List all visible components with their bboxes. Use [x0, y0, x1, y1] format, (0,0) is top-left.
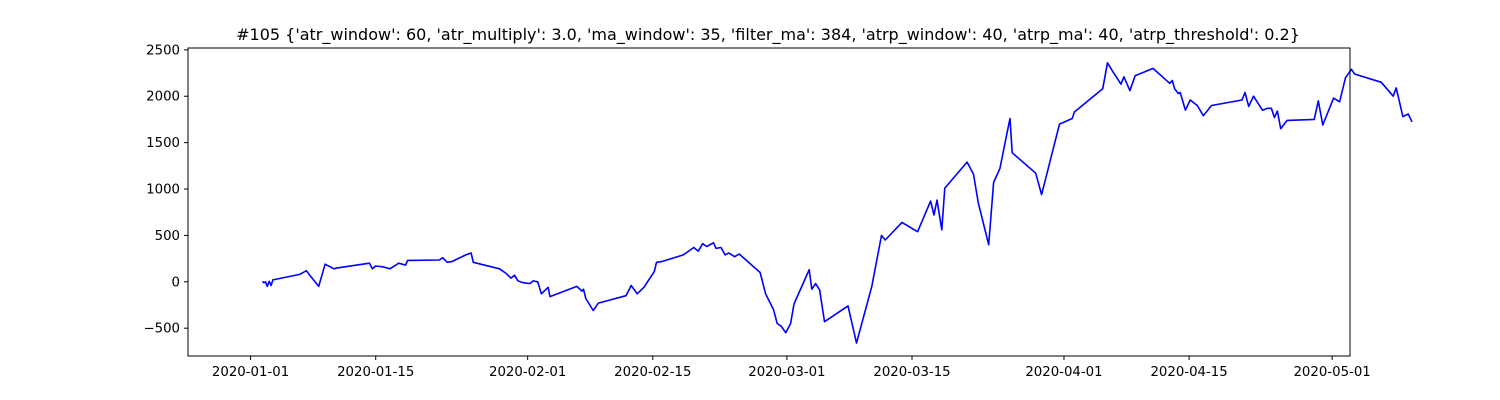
- y-tick-label: −500: [143, 322, 180, 337]
- x-tick-label: 2020-01-01: [212, 365, 289, 380]
- x-tick-label: 2020-04-01: [1025, 365, 1102, 380]
- x-tick-label: 2020-03-01: [748, 365, 825, 380]
- y-tick-label: 2500: [146, 43, 180, 58]
- x-tick-label: 2020-02-15: [614, 365, 691, 380]
- x-tick-label: 2020-01-15: [337, 365, 414, 380]
- y-axis: −500 0 500 1000 1500 2000 2500: [143, 43, 188, 337]
- y-tick-label: 0: [172, 275, 180, 290]
- plot-area: [262, 61, 1413, 344]
- y-tick-label: 2000: [146, 90, 180, 105]
- x-axis: 2020-01-01 2020-01-15 2020-02-01 2020-02-15…: [212, 356, 1371, 380]
- x-tick-label: 2020-02-01: [489, 365, 566, 380]
- chart-title: #105 {'atr_window': 60, 'atr_multiply': …: [236, 25, 1300, 45]
- x-tick-label: 2020-03-15: [873, 365, 950, 380]
- y-tick-label: 1000: [146, 183, 180, 198]
- series-line: [262, 61, 1413, 344]
- y-tick-label: 500: [155, 229, 180, 244]
- x-tick-label: 2020-04-15: [1150, 365, 1227, 380]
- y-tick-label: 1500: [146, 136, 180, 151]
- x-tick-label: 2020-05-01: [1293, 365, 1370, 380]
- axes-frame: [187, 47, 1351, 357]
